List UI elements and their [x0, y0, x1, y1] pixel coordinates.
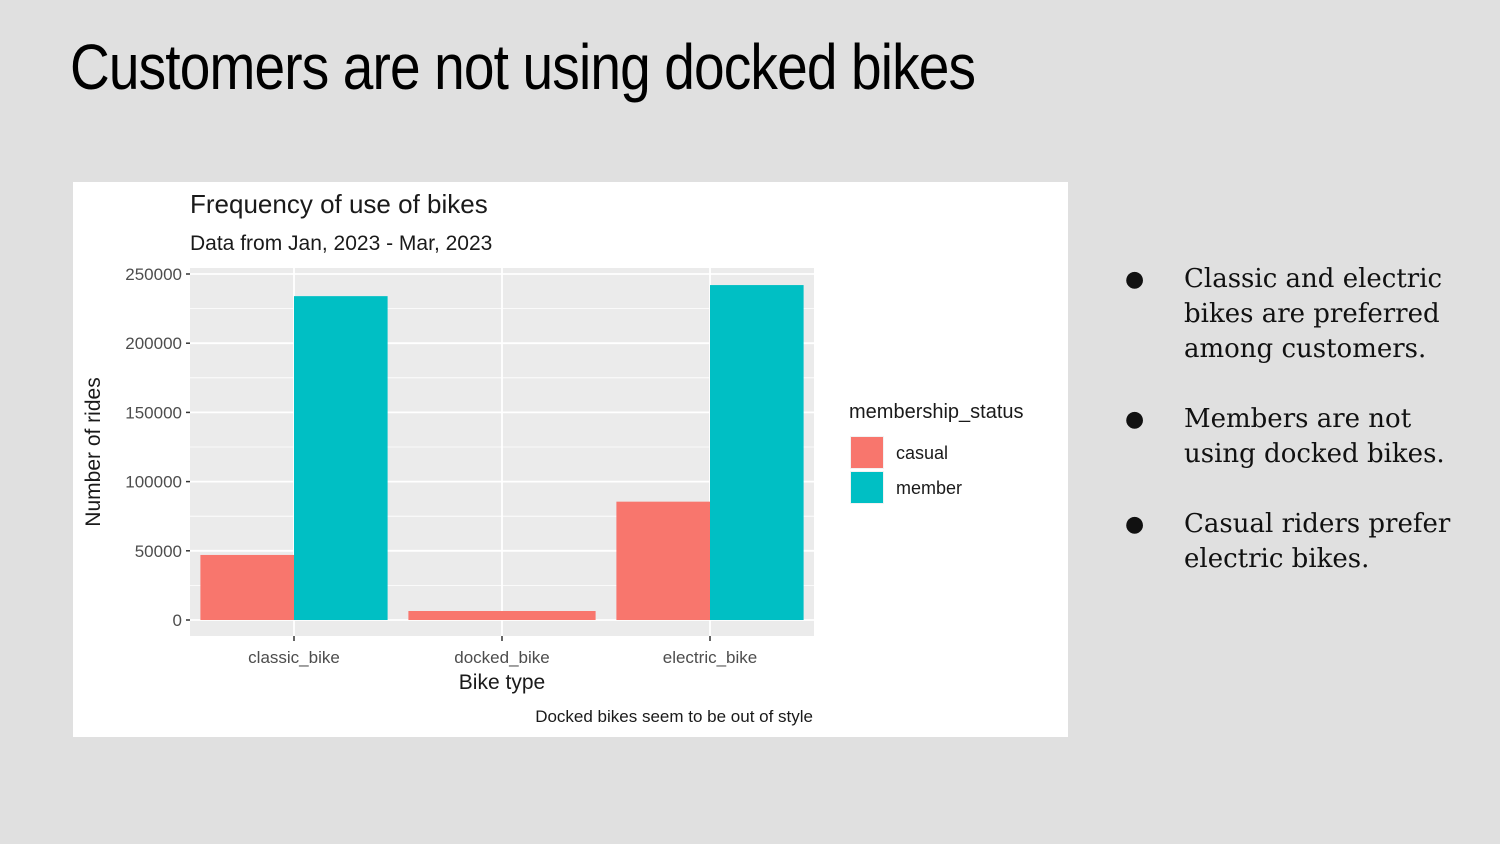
chart-title: Frequency of use of bikes [190, 189, 488, 219]
bullet-dot-icon: ● [1125, 267, 1145, 292]
bar-chart: Frequency of use of bikes Data from Jan,… [82, 189, 1024, 726]
y-tick-label: 250000 [125, 265, 182, 284]
legend-title: membership_status [849, 401, 1024, 423]
bullet-item: ● Casual riders prefer electric bikes. [1125, 507, 1455, 577]
bullet-text: Members are not using docked bikes. [1184, 404, 1445, 469]
legend-label-casual: casual [896, 443, 948, 463]
legend: membership_status casual member [849, 401, 1024, 504]
bullet-item: ● Classic and electric bikes are preferre… [1125, 262, 1455, 367]
x-tick-label: classic_bike [248, 648, 340, 667]
y-tick-label: 200000 [125, 334, 182, 353]
bullet-dot-icon: ● [1125, 512, 1145, 537]
slide-title: Customers are not using docked bikes [70, 31, 976, 103]
chart-caption: Docked bikes seem to be out of style [535, 707, 813, 726]
bar-casual-classic_bike [200, 554, 294, 620]
y-tick-label: 100000 [125, 473, 182, 492]
bars [200, 285, 804, 620]
legend-swatch-casual [851, 437, 883, 468]
x-tick-label: electric_bike [663, 648, 758, 667]
y-tick-label: 50000 [135, 542, 182, 561]
x-tick-label: docked_bike [454, 648, 549, 667]
bullet-dot-icon: ● [1125, 407, 1145, 432]
legend-swatch-member [851, 472, 883, 503]
y-tick-label: 150000 [125, 403, 182, 422]
chart-panel: Frequency of use of bikes Data from Jan,… [73, 182, 1068, 737]
bar-casual-docked_bike [408, 611, 596, 620]
legend-items: casual member [850, 436, 962, 504]
bullet-text: Classic and electric bikes are preferred… [1184, 264, 1443, 364]
bullet-item: ● Members are not using docked bikes. [1125, 402, 1455, 472]
bar-member-classic_bike [294, 296, 388, 620]
x-axis-label: Bike type [459, 671, 545, 694]
bar-member-electric_bike [710, 285, 804, 620]
bullet-text: Casual riders prefer electric bikes. [1184, 509, 1451, 574]
axes: 0 50000 100000 150000 200000 250000 classic_bi… [125, 265, 757, 667]
y-axis-label: Number of rides [82, 377, 105, 526]
y-tick-label: 0 [173, 611, 182, 630]
legend-label-member: member [896, 478, 962, 498]
bar-casual-electric_bike [616, 501, 710, 620]
bullet-list: ● Classic and electric bikes are preferre… [1125, 262, 1455, 612]
chart-subtitle: Data from Jan, 2023 - Mar, 2023 [190, 232, 492, 255]
